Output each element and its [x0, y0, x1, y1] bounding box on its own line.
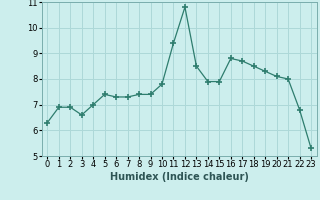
X-axis label: Humidex (Indice chaleur): Humidex (Indice chaleur)	[110, 172, 249, 182]
